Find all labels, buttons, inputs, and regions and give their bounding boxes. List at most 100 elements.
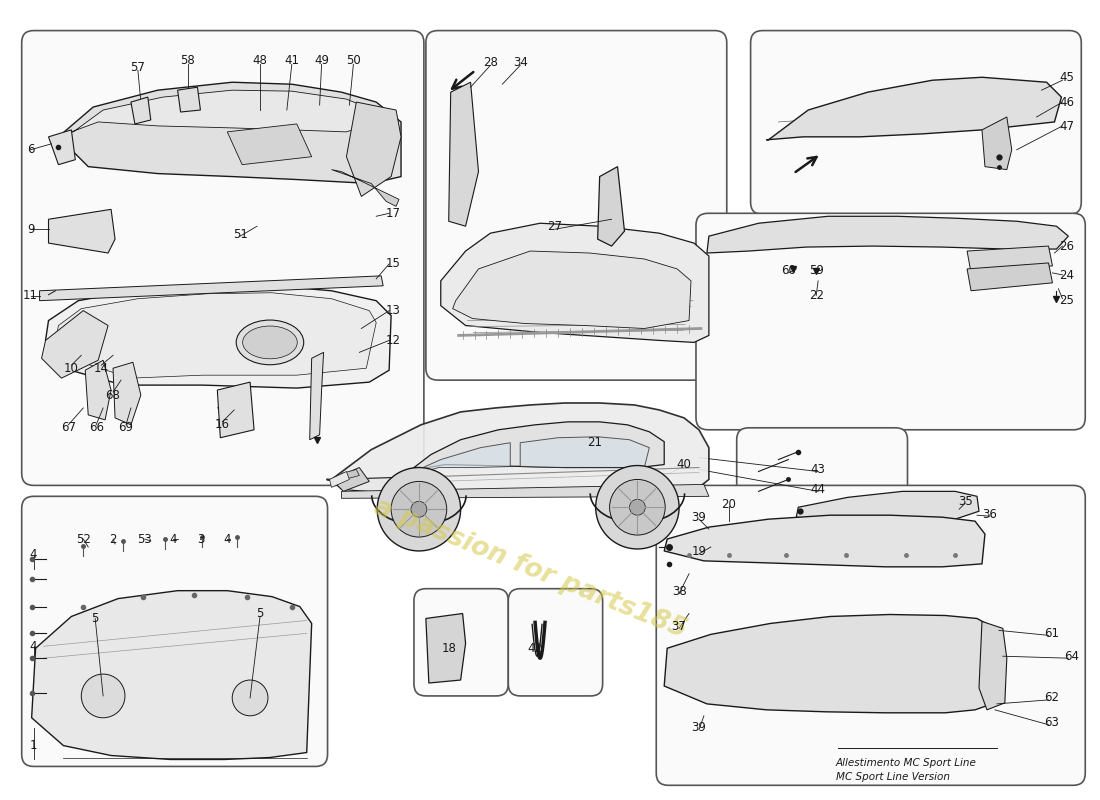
Polygon shape — [40, 276, 383, 301]
Polygon shape — [426, 614, 465, 683]
Text: Allestimento MC Sport Line: Allestimento MC Sport Line — [836, 758, 977, 767]
Polygon shape — [967, 263, 1053, 290]
Circle shape — [392, 482, 447, 537]
FancyBboxPatch shape — [696, 214, 1086, 430]
Text: 58: 58 — [180, 54, 195, 67]
Polygon shape — [72, 90, 376, 132]
Polygon shape — [330, 471, 350, 487]
Ellipse shape — [243, 326, 297, 358]
Text: 50: 50 — [346, 54, 361, 67]
FancyBboxPatch shape — [22, 30, 424, 486]
Polygon shape — [441, 223, 708, 342]
Text: 11: 11 — [23, 290, 38, 302]
Text: 28: 28 — [483, 56, 498, 69]
Polygon shape — [796, 491, 979, 521]
Circle shape — [609, 479, 666, 535]
Text: 64: 64 — [1064, 650, 1079, 662]
Polygon shape — [707, 216, 1068, 253]
Text: MC Sport Line Version: MC Sport Line Version — [836, 772, 950, 782]
Text: 4: 4 — [30, 549, 37, 562]
Text: 20: 20 — [722, 498, 736, 510]
Text: 22: 22 — [808, 290, 824, 302]
Text: 5: 5 — [256, 607, 264, 620]
Polygon shape — [331, 467, 370, 491]
Text: 36: 36 — [982, 508, 998, 521]
Text: 13: 13 — [386, 304, 400, 317]
Text: a passion for parts185: a passion for parts185 — [370, 494, 691, 643]
Text: 51: 51 — [233, 228, 248, 241]
Polygon shape — [520, 437, 649, 467]
Text: 16: 16 — [214, 418, 230, 431]
Polygon shape — [664, 614, 997, 713]
FancyBboxPatch shape — [22, 496, 328, 766]
Text: 43: 43 — [811, 463, 826, 476]
Text: 60: 60 — [781, 265, 795, 278]
Text: 52: 52 — [76, 533, 90, 546]
Text: 59: 59 — [808, 265, 824, 278]
Text: 27: 27 — [548, 220, 562, 233]
FancyBboxPatch shape — [657, 486, 1086, 786]
Text: 63: 63 — [1044, 716, 1059, 730]
Text: 26: 26 — [1059, 239, 1074, 253]
Circle shape — [81, 674, 125, 718]
Circle shape — [411, 502, 427, 517]
Circle shape — [232, 680, 268, 716]
Text: 57: 57 — [131, 61, 145, 74]
Text: 3: 3 — [197, 533, 205, 546]
Polygon shape — [341, 485, 708, 498]
Text: 68: 68 — [106, 389, 121, 402]
Text: 39: 39 — [692, 722, 706, 734]
FancyBboxPatch shape — [737, 428, 907, 529]
Polygon shape — [58, 82, 402, 183]
Text: 39: 39 — [692, 510, 706, 524]
Polygon shape — [402, 422, 664, 478]
Polygon shape — [767, 78, 1062, 140]
FancyBboxPatch shape — [414, 589, 508, 696]
FancyBboxPatch shape — [508, 589, 603, 696]
Text: 62: 62 — [1044, 691, 1059, 705]
Text: 4: 4 — [169, 533, 176, 546]
Text: 41: 41 — [284, 54, 299, 67]
Text: 53: 53 — [138, 533, 152, 546]
Ellipse shape — [236, 320, 304, 365]
Polygon shape — [86, 360, 111, 420]
Text: 4: 4 — [30, 640, 37, 653]
Text: 9: 9 — [26, 222, 34, 236]
Polygon shape — [331, 170, 399, 206]
Text: 34: 34 — [513, 56, 528, 69]
Polygon shape — [402, 442, 510, 478]
FancyBboxPatch shape — [750, 30, 1081, 214]
Text: 1: 1 — [30, 739, 37, 752]
Text: 38: 38 — [672, 585, 686, 598]
Polygon shape — [228, 124, 311, 165]
Polygon shape — [310, 352, 323, 440]
Polygon shape — [597, 166, 625, 246]
Text: 12: 12 — [386, 334, 400, 347]
Text: 49: 49 — [315, 54, 329, 67]
Polygon shape — [331, 478, 403, 494]
Polygon shape — [218, 382, 254, 438]
Polygon shape — [979, 622, 1006, 710]
Text: 61: 61 — [1044, 627, 1059, 640]
Polygon shape — [664, 515, 984, 567]
Text: 67: 67 — [60, 422, 76, 434]
Text: 47: 47 — [1059, 121, 1074, 134]
Polygon shape — [48, 210, 116, 253]
Text: 42: 42 — [528, 642, 542, 654]
Polygon shape — [967, 246, 1053, 273]
Text: 35: 35 — [958, 494, 972, 508]
Text: 4: 4 — [223, 533, 231, 546]
Polygon shape — [55, 293, 376, 378]
Polygon shape — [346, 102, 402, 197]
Text: 44: 44 — [811, 483, 826, 496]
Polygon shape — [45, 286, 392, 388]
Text: 19: 19 — [692, 546, 706, 558]
Polygon shape — [113, 362, 141, 425]
Polygon shape — [453, 251, 691, 329]
Text: 2: 2 — [109, 533, 117, 546]
Text: 45: 45 — [1059, 70, 1074, 84]
Text: 37: 37 — [672, 620, 686, 633]
Circle shape — [377, 467, 461, 551]
Polygon shape — [327, 403, 708, 494]
Text: 25: 25 — [1059, 294, 1074, 307]
